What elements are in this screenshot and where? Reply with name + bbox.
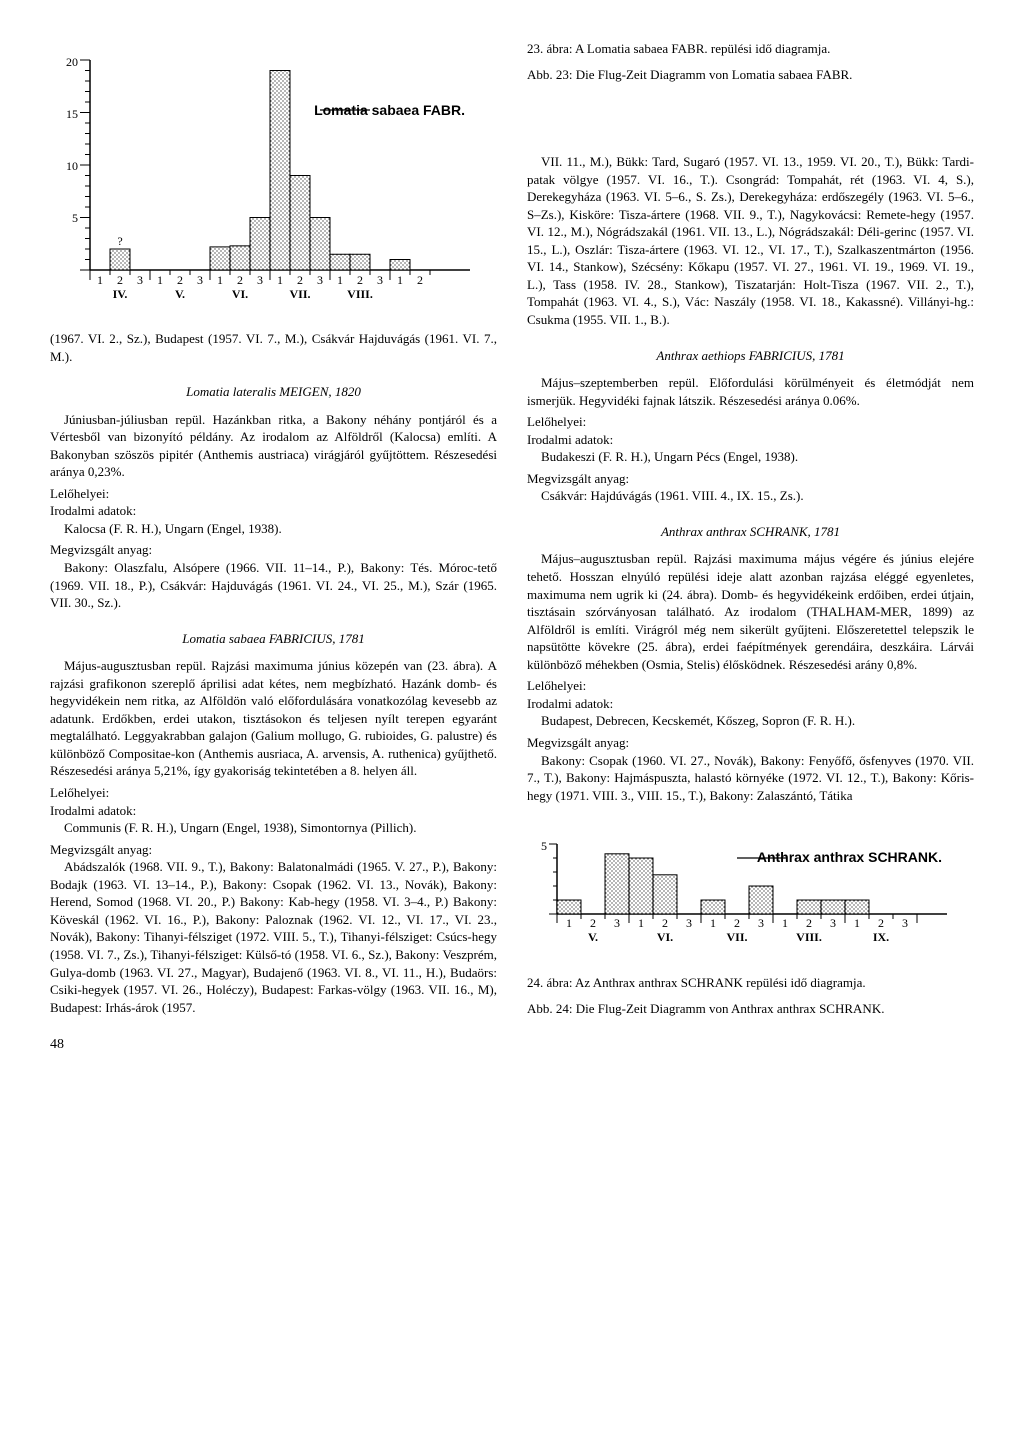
caption-24-de: Abb. 24: Die Flug-Zeit Diagramm von Anth… [527, 1000, 974, 1018]
svg-text:2: 2 [357, 273, 363, 287]
irodalmi-data-r1: Budakeszi (F. R. H.), Ungarn Pécs (Engel… [527, 448, 974, 466]
svg-text:1: 1 [782, 916, 788, 930]
label-lelohelyei-r1: Lelőhelyei: [527, 413, 974, 431]
svg-text:VI.: VI. [232, 287, 248, 301]
label-irodalmi-r2: Irodalmi adatok: [527, 695, 974, 713]
svg-text:2: 2 [237, 273, 243, 287]
caption-24-hu: 24. ábra: Az Anthrax anthrax SCHRANK rep… [527, 974, 974, 992]
svg-text:3: 3 [686, 916, 692, 930]
svg-text:VII.: VII. [289, 287, 310, 301]
svg-text:3: 3 [317, 273, 323, 287]
species-lomatia-lateralis: Lomatia lateralis MEIGEN, 1820 [50, 383, 497, 401]
svg-text:3: 3 [614, 916, 620, 930]
megvizsgalt-data-r2: Bakony: Csopak (1960. VI. 27., Novák), B… [527, 752, 974, 805]
svg-text:1: 1 [397, 273, 403, 287]
species-anthrax-anthrax: Anthrax anthrax SCHRANK, 1781 [527, 523, 974, 541]
label-lelohelyei-2: Lelőhelyei: [50, 784, 497, 802]
svg-text:IX.: IX. [873, 930, 889, 944]
label-megvizsgalt-2: Megvizsgált anyag: [50, 841, 497, 859]
label-megvizsgalt: Megvizsgált anyag: [50, 541, 497, 559]
svg-text:1: 1 [566, 916, 572, 930]
svg-text:3: 3 [257, 273, 263, 287]
para-sabaea: Május-augusztusban repül. Rajzási maximu… [50, 657, 497, 780]
svg-text:1: 1 [97, 273, 103, 287]
para-lateralis: Júniusban-júliusban repül. Hazánkban rit… [50, 411, 497, 481]
para-aethiops: Május–szeptemberben repül. Előfordulási … [527, 374, 974, 409]
svg-text:2: 2 [297, 273, 303, 287]
svg-text:1: 1 [854, 916, 860, 930]
svg-text:2: 2 [662, 916, 668, 930]
svg-text:V.: V. [175, 287, 185, 301]
svg-text:1: 1 [710, 916, 716, 930]
svg-text:2: 2 [117, 273, 123, 287]
irodalmi-data-1: Kalocsa (F. R. H.), Ungarn (Engel, 1938)… [50, 520, 497, 538]
caption-23-de: Abb. 23: Die Flug-Zeit Diagramm von Loma… [527, 66, 974, 84]
svg-text:2: 2 [878, 916, 884, 930]
chart-lomatia-sabaea: 12312312312312312 20 15 10 5 ? Lomatia s… [50, 50, 497, 310]
svg-text:2: 2 [806, 916, 812, 930]
megvizsgalt-data-r1: Csákvár: Hajdúvágás (1961. VIII. 4., IX.… [527, 487, 974, 505]
svg-text:1: 1 [277, 273, 283, 287]
irodalmi-data-2: Communis (F. R. H.), Ungarn (Engel, 1938… [50, 819, 497, 837]
svg-text:10: 10 [66, 159, 78, 173]
svg-text:VIII.: VIII. [347, 287, 373, 301]
svg-text:?: ? [117, 234, 122, 248]
svg-text:5: 5 [72, 211, 78, 225]
svg-text:3: 3 [758, 916, 764, 930]
svg-text:5: 5 [541, 839, 547, 853]
megvizsgalt-data-2: Abádszalók (1968. VII. 9., T.), Bakony: … [50, 858, 497, 1016]
label-megvizsgalt-r2: Megvizsgált anyag: [527, 734, 974, 752]
svg-text:VII.: VII. [726, 930, 747, 944]
svg-text:Anthrax anthrax SCHRANK.: Anthrax anthrax SCHRANK. [757, 849, 942, 865]
svg-text:1: 1 [157, 273, 163, 287]
svg-text:3: 3 [902, 916, 908, 930]
svg-text:3: 3 [137, 273, 143, 287]
svg-text:VI.: VI. [657, 930, 673, 944]
page-number: 48 [50, 1036, 497, 1055]
label-irodalmi-r1: Irodalmi adatok: [527, 431, 974, 449]
svg-text:2: 2 [417, 273, 423, 287]
label-lelohelyei-r2: Lelőhelyei: [527, 677, 974, 695]
species-lomatia-sabaea: Lomatia sabaea FABRICIUS, 1781 [50, 630, 497, 648]
label-irodalmi: Irodalmi adatok: [50, 502, 497, 520]
svg-text:VIII.: VIII. [796, 930, 822, 944]
svg-text:1: 1 [217, 273, 223, 287]
label-irodalmi-2: Irodalmi adatok: [50, 802, 497, 820]
svg-text:3: 3 [197, 273, 203, 287]
label-megvizsgalt-r1: Megvizsgált anyag: [527, 470, 974, 488]
left-fragment: (1967. VI. 2., Sz.), Budapest (1957. VI.… [50, 330, 497, 365]
species-anthrax-aethiops: Anthrax aethiops FABRICIUS, 1781 [527, 347, 974, 365]
svg-text:3: 3 [830, 916, 836, 930]
svg-text:20: 20 [66, 55, 78, 69]
irodalmi-data-r2: Budapest, Debrecen, Kecskemét, Kőszeg, S… [527, 712, 974, 730]
label-lelohelyei: Lelőhelyei: [50, 485, 497, 503]
svg-text:3: 3 [377, 273, 383, 287]
para-anthrax: Május–augusztusban repül. Rajzási maximu… [527, 550, 974, 673]
svg-text:IV.: IV. [113, 287, 128, 301]
right-continuation: VII. 11., M.), Bükk: Tard, Sugaró (1957.… [527, 153, 974, 328]
svg-text:2: 2 [177, 273, 183, 287]
svg-text:1: 1 [337, 273, 343, 287]
chart-anthrax-anthrax: 1 2 3 1 2 3 1 2 3 1 2 3 1 2 3 5 Anthrax anthrax SCHRAN… [527, 834, 974, 954]
svg-text:2: 2 [590, 916, 596, 930]
svg-text:2: 2 [734, 916, 740, 930]
svg-text:1: 1 [638, 916, 644, 930]
svg-text:15: 15 [66, 107, 78, 121]
megvizsgalt-data-1: Bakony: Olaszfalu, Alsópere (1966. VII. … [50, 559, 497, 612]
caption-23-hu: 23. ábra: A Lomatia sabaea FABR. repülés… [527, 40, 974, 58]
svg-text:V.: V. [588, 930, 598, 944]
